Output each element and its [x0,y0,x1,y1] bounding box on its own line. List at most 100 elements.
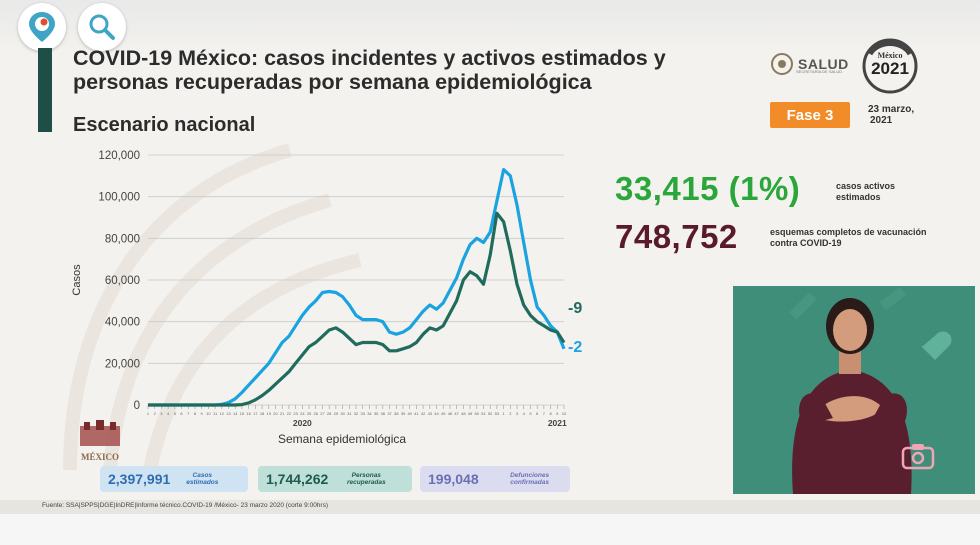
x-tick-label: 7 [543,411,546,416]
x-tick-label: 47 [454,411,459,416]
x-tick-label: 25 [307,411,312,416]
search-button[interactable] [78,3,126,51]
x-tick-label: 4 [167,411,170,416]
x-tick-label: 24 [300,411,305,416]
x-tick-label: 2 [154,411,157,416]
y-tick-label: 100,000 [98,192,140,204]
y-tick-label: 20,000 [105,358,140,370]
stat-label: Personas recuperadas [346,472,386,486]
vaccine-schemes-label: esquemas completos de vacunación contra … [770,227,927,248]
x-tick-label: 51 [481,411,486,416]
x-tick-label: 22 [287,411,292,416]
x-tick-label: 10 [206,411,211,416]
camera-icon [901,444,935,470]
estimated-cases-line [148,168,566,407]
x-tick-label: 3 [160,411,163,416]
x-tick-label: 52 [488,411,493,416]
stat-value: 2,397,991 [108,471,171,487]
x-tick-label: 36 [381,411,386,416]
stat-label: Defunciones confirmadas [510,472,550,486]
y-tick-label: 0 [134,400,140,412]
x-tick-label: 30 [340,411,345,416]
x-tick-label: 9 [201,411,204,416]
x-tick-label: 23 [293,411,298,416]
recovered-cases-line [148,211,566,407]
x-tick-label: 45 [441,411,446,416]
active-cases-label: casos activos estimados [836,181,896,202]
x-tick-label: 37 [387,411,392,416]
x-tick-label: 44 [434,411,439,416]
y-axis-label: Casos [71,264,83,296]
x-tick-label: 38 [394,411,399,416]
y-tick-label: 80,000 [105,233,140,245]
x-tick-label: 2 [509,411,512,416]
x-tick-label: 20 [273,411,278,416]
x-tick-label: 10 [562,411,567,416]
sign-language-interpreter-video [733,286,975,494]
active-cases-value: 33,415 (1%) [615,170,801,207]
year-label: 2020 [293,418,312,428]
report-date: 23 marzo, 2021 [868,104,914,126]
x-tick-label: 27 [320,411,325,416]
report-date-line1: 23 marzo, [868,104,915,115]
salud-logo: SALUD SECRETARÍA DE SALUD [770,52,849,76]
x-tick-label: 40 [407,411,412,416]
x-tick-label: 15 [240,411,245,416]
x-tick-label: 8 [194,411,197,416]
report-date-line2: 2021 [870,115,893,126]
vaccine-schemes-value: 748,752 [615,218,738,255]
x-tick-label: 8 [549,411,552,416]
cases-line-chart: 0 20,000 40,000 60,000 80,000 100,000 120,000 1… [71,150,582,446]
y-tick-label: 60,000 [105,275,140,287]
x-tick-label: 21 [280,411,285,416]
x-tick-label: 9 [556,411,559,416]
periscope-icon [29,12,55,42]
x-tick-label: 46 [448,411,453,416]
x-tick-label: 50 [475,411,480,416]
page-subtitle: Escenario nacional [73,114,256,136]
x-tick-label: 29 [334,411,339,416]
x-tick-label: 13 [226,411,231,416]
page-title: COVID-19 México: casos incidentes y acti… [73,46,666,94]
x-tick-label: 11 [213,411,218,416]
source-bar [0,500,980,514]
x-tick-label: 17 [253,411,258,416]
stat-cases-estimated: 2,397,991 Casos estimados [100,466,248,492]
x-tick-label: 28 [327,411,332,416]
x-tick-label: 3 [516,411,519,416]
year-label: 2021 [548,418,567,428]
x-tick-label: 32 [354,411,359,416]
x-tick-label: 6 [536,411,539,416]
x-tick-label: 42 [421,411,426,416]
gobierno-de-mexico-logo: MÉXICO [74,418,126,466]
bottom-bar [0,514,980,545]
stream-topbar [0,0,980,52]
x-tick-label: 34 [367,411,372,416]
mexico-2021-logo: México 2021 [862,34,918,96]
search-icon [89,14,115,40]
phase-badge: Fase 3 [770,102,850,128]
x-tick-label: 7 [187,411,190,416]
y-tick-label: 40,000 [105,317,140,329]
mexico-logo-text: México [878,51,903,60]
x-tick-label: 31 [347,411,352,416]
end-change-label: -9% [568,300,582,317]
x-tick-label: 5 [529,411,532,416]
x-tick-label: 14 [233,411,238,416]
eagle-emblem-icon [771,53,793,75]
stat-value: 1,744,262 [266,471,329,487]
stat-label: Casos estimados [186,472,219,486]
x-tick-label: 39 [401,411,406,416]
mexico-logo-year: 2021 [871,59,909,78]
x-tick-label: 43 [428,411,433,416]
background-emblem-watermark [63,143,362,472]
periscope-app-button[interactable] [18,3,66,51]
title-accent-bar [38,48,52,132]
stat-deaths: 199,048 Defunciones confirmadas [420,466,570,492]
salud-brand: SALUD [798,56,849,72]
stat-value: 199,048 [428,471,479,487]
x-tick-label: 48 [461,411,466,416]
x-tick-label: 26 [314,411,319,416]
y-tick-label: 120,000 [98,150,140,162]
x-tick-label: 16 [246,411,251,416]
